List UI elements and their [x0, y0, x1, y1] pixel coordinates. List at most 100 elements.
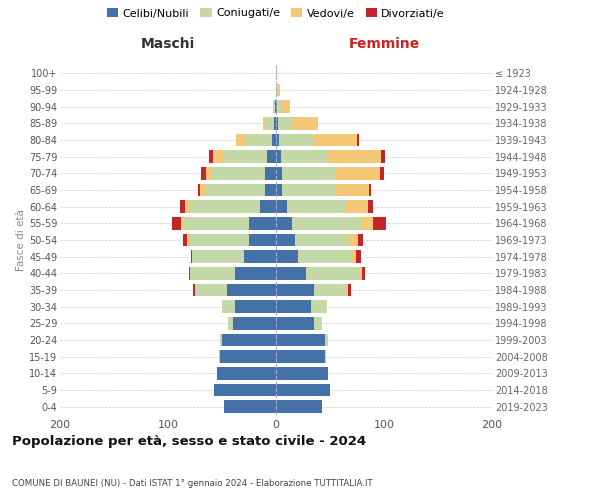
Bar: [287, 200, 346, 213]
Text: Femmine: Femmine: [349, 37, 419, 51]
Bar: [314, 134, 357, 146]
Bar: [191, 250, 192, 263]
Bar: [276, 167, 283, 179]
Bar: [227, 284, 276, 296]
Bar: [283, 184, 337, 196]
Bar: [265, 117, 274, 130]
Bar: [349, 234, 358, 246]
Bar: [245, 134, 272, 146]
Bar: [202, 167, 206, 179]
Bar: [362, 267, 365, 280]
Bar: [276, 234, 295, 246]
Bar: [244, 250, 276, 263]
Bar: [373, 217, 386, 230]
Bar: [222, 334, 276, 346]
Bar: [283, 167, 337, 179]
Bar: [229, 317, 233, 330]
Bar: [276, 100, 277, 113]
Bar: [249, 234, 276, 246]
Bar: [349, 284, 350, 296]
Text: Maschi: Maschi: [141, 37, 195, 51]
Bar: [217, 367, 276, 380]
Bar: [200, 184, 206, 196]
Bar: [214, 384, 276, 396]
Bar: [224, 400, 276, 413]
Bar: [272, 134, 276, 146]
Bar: [276, 217, 292, 230]
Bar: [327, 150, 381, 163]
Bar: [292, 217, 362, 230]
Bar: [276, 317, 314, 330]
Bar: [278, 117, 291, 130]
Bar: [181, 217, 184, 230]
Bar: [265, 184, 276, 196]
Bar: [276, 184, 283, 196]
Bar: [279, 134, 314, 146]
Bar: [249, 217, 276, 230]
Bar: [337, 167, 380, 179]
Bar: [220, 350, 276, 363]
Bar: [260, 200, 276, 213]
Bar: [276, 134, 279, 146]
Bar: [185, 200, 190, 213]
Bar: [291, 117, 318, 130]
Bar: [236, 134, 245, 146]
Legend: Celibi/Nubili, Coniugati/e, Vedovi/e, Divorziati/e: Celibi/Nubili, Coniugati/e, Vedovi/e, Di…: [107, 8, 445, 18]
Bar: [263, 117, 265, 130]
Bar: [184, 217, 249, 230]
Bar: [352, 250, 356, 263]
Bar: [281, 100, 290, 113]
Bar: [206, 167, 211, 179]
Bar: [276, 200, 287, 213]
Bar: [276, 334, 325, 346]
Bar: [358, 234, 364, 246]
Bar: [222, 300, 235, 313]
Bar: [360, 267, 362, 280]
Bar: [356, 250, 361, 263]
Bar: [276, 117, 278, 130]
Bar: [188, 267, 190, 280]
Bar: [276, 367, 328, 380]
Bar: [273, 100, 275, 113]
Bar: [276, 250, 298, 263]
Bar: [268, 150, 276, 163]
Bar: [193, 284, 195, 296]
Bar: [277, 100, 281, 113]
Bar: [187, 234, 190, 246]
Bar: [276, 300, 311, 313]
Bar: [276, 150, 281, 163]
Bar: [381, 150, 385, 163]
Bar: [276, 267, 306, 280]
Bar: [180, 200, 185, 213]
Y-axis label: Fasce di età: Fasce di età: [16, 209, 26, 271]
Bar: [281, 150, 327, 163]
Bar: [235, 267, 276, 280]
Bar: [314, 317, 322, 330]
Bar: [368, 200, 373, 213]
Bar: [172, 217, 181, 230]
Bar: [314, 284, 346, 296]
Bar: [190, 200, 260, 213]
Bar: [362, 217, 373, 230]
Bar: [233, 317, 276, 330]
Bar: [235, 300, 276, 313]
Bar: [346, 200, 368, 213]
Bar: [276, 67, 277, 80]
Bar: [190, 267, 235, 280]
Bar: [295, 234, 349, 246]
Text: Popolazione per età, sesso e stato civile - 2024: Popolazione per età, sesso e stato civil…: [12, 434, 366, 448]
Bar: [276, 84, 278, 96]
Bar: [276, 400, 322, 413]
Bar: [274, 117, 276, 130]
Bar: [278, 84, 280, 96]
Bar: [337, 184, 369, 196]
Bar: [211, 167, 265, 179]
Bar: [357, 134, 359, 146]
Bar: [306, 267, 360, 280]
Bar: [219, 350, 220, 363]
Bar: [276, 350, 325, 363]
Bar: [325, 350, 326, 363]
Bar: [276, 284, 314, 296]
Bar: [346, 284, 349, 296]
Bar: [206, 184, 265, 196]
